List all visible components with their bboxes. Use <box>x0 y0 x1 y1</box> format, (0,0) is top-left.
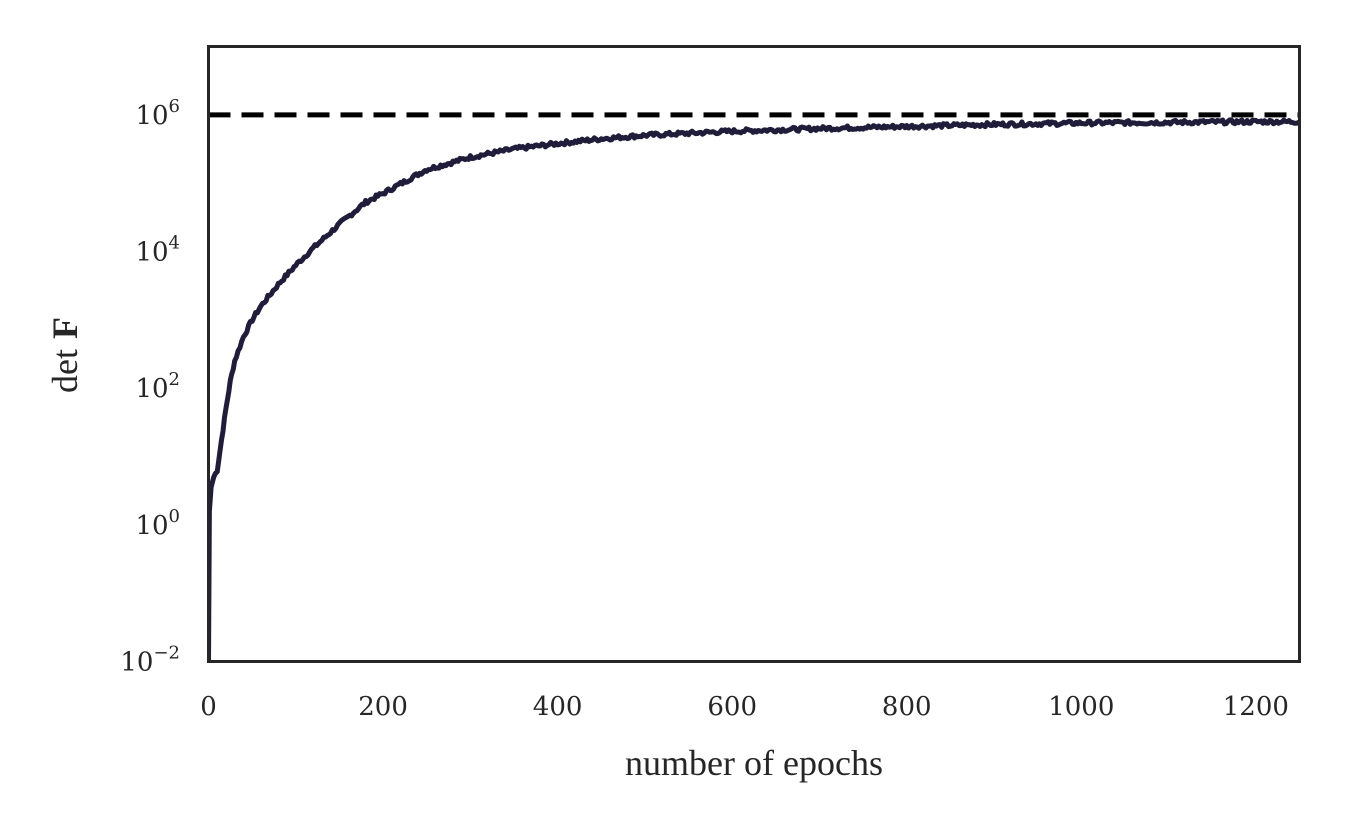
y-tick-label: 104 <box>135 233 180 268</box>
x-tick-label: 1200 <box>1223 692 1289 722</box>
y-axis: 10−2 100 102 104 106 <box>120 96 180 678</box>
y-axis-label-symbol: F <box>45 317 85 339</box>
x-tick-label: 1000 <box>1048 692 1114 722</box>
y-tick-label: 106 <box>135 96 180 131</box>
y-tick-label: 100 <box>135 506 180 541</box>
plot-frame <box>207 45 1301 663</box>
y-tick-label: 10−2 <box>120 643 180 678</box>
plot-area <box>208 112 1300 662</box>
svg-text:det F: det F <box>45 317 85 393</box>
x-tick-label: 800 <box>882 692 932 722</box>
x-axis-label: number of epochs <box>625 743 883 783</box>
y-axis-label-prefix: det <box>45 349 85 393</box>
x-tick-label: 400 <box>533 692 583 722</box>
y-axis-label: det F <box>45 317 85 393</box>
x-axis: 0 200 400 600 800 1000 1200 <box>200 692 1289 722</box>
x-tick-label: 200 <box>358 692 408 722</box>
y-tick-label: 102 <box>135 369 180 404</box>
x-tick-label: 0 <box>200 692 217 722</box>
series-line-det-f <box>208 117 1300 662</box>
x-tick-label: 600 <box>707 692 757 722</box>
